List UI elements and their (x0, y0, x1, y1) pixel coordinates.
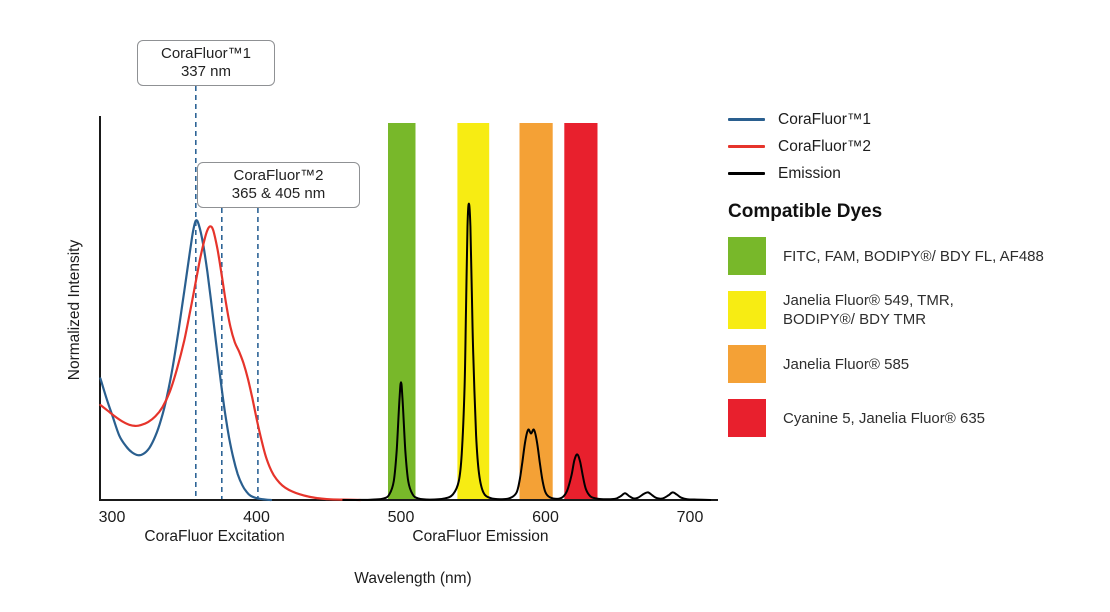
dye-item-3: Cyanine 5, Janelia Fluor® 635 (728, 399, 1104, 437)
dye-item-label: Janelia Fluor® 585 (783, 355, 910, 373)
filter-band-green (388, 123, 416, 500)
legend-list: CoraFluor™1 CoraFluor™2 Emission (728, 106, 1104, 187)
callout-corafluor2-wavelength: 365 & 405 nm (231, 185, 326, 202)
compatible-dyes-heading: Compatible Dyes (728, 201, 883, 222)
legend-line-swatch (728, 118, 765, 121)
series-curve-0 (99, 219, 273, 502)
dye-item-0: FITC, FAM, BODIPY®/ BDY FL, AF488 (728, 237, 1104, 275)
legend-item-label: CoraFluor™1 (778, 110, 872, 128)
excitation-region-label: CoraFluor Excitation (144, 528, 285, 545)
dye-color-swatch (728, 399, 766, 437)
x-tick-label-400: 400 (243, 509, 270, 526)
x-axis-label: Wavelength (nm) (354, 570, 472, 587)
legend-item-2: Emission (728, 160, 1104, 187)
callout-corafluor2-title: CoraFluor™2 (233, 167, 324, 184)
x-tick-label-300: 300 (98, 509, 126, 526)
legend-item-1: CoraFluor™2 (728, 133, 1104, 160)
series-curve-2 (342, 202, 712, 502)
dye-item-label: Janelia Fluor® 549, TMR, BODIPY®/ BDY TMR (783, 292, 954, 328)
legend-panel: CoraFluor™1 CoraFluor™2 Emission Compatibl… (728, 106, 1104, 453)
legend-item-0: CoraFluor™1 (728, 106, 1104, 133)
x-tick-label-600: 600 (532, 509, 559, 526)
x-tick-label-700: 700 (676, 509, 704, 526)
callout-corafluor1-title: CoraFluor™1 (160, 45, 252, 62)
dye-color-swatch (728, 237, 766, 275)
dye-color-swatch (728, 291, 766, 329)
legend-line-swatch (728, 145, 765, 148)
compatible-dyes-list: FITC, FAM, BODIPY®/ BDY FL, AF488 Janelia… (728, 237, 1104, 437)
series-curve-1 (99, 225, 362, 502)
x-tick-label-500: 500 (387, 509, 415, 526)
y-axis-label: Normalized Intensity (66, 239, 83, 381)
callout-corafluor1: CoraFluor™1 337 nm (137, 40, 275, 86)
legend-item-label: CoraFluor™2 (778, 137, 872, 155)
dye-color-swatch (728, 345, 766, 383)
legend-item-label: Emission (778, 164, 841, 182)
dye-item-label: Cyanine 5, Janelia Fluor® 635 (783, 409, 986, 427)
legend-line-swatch (728, 172, 765, 175)
dye-item-label: FITC, FAM, BODIPY®/ BDY FL, AF488 (783, 247, 1044, 265)
dye-item-2: Janelia Fluor® 585 (728, 345, 1104, 383)
callout-corafluor1-wavelength: 337 nm (180, 63, 232, 80)
callout-corafluor2: CoraFluor™2 365 & 405 nm (197, 162, 360, 208)
dye-item-1: Janelia Fluor® 549, TMR, BODIPY®/ BDY TMR (728, 291, 1104, 329)
emission-region-label: CoraFluor Emission (412, 528, 549, 545)
filter-band-red (564, 123, 598, 500)
